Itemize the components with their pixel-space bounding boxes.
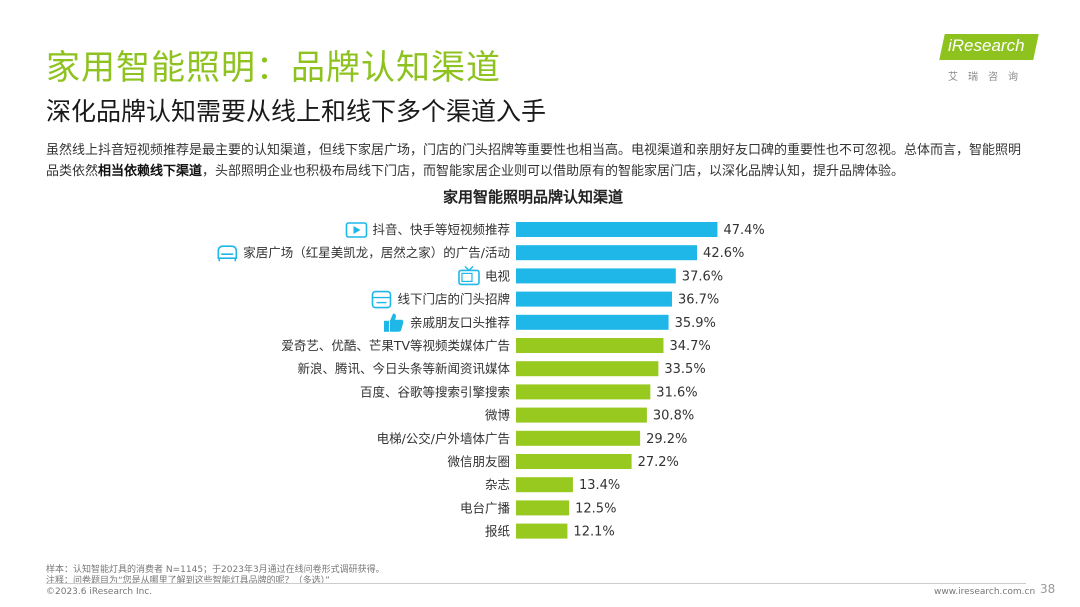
- bar-3: [516, 268, 676, 284]
- value-label: 29.2%: [646, 432, 687, 447]
- category-label: 电梯/公交/户外墙体广告: [377, 431, 510, 446]
- bar-1: [516, 222, 718, 237]
- logo-subtext: 艾瑞咨询: [948, 72, 1028, 83]
- value-label: 33.5%: [664, 362, 705, 377]
- bar-13: [516, 500, 570, 516]
- value-label: 27.2%: [638, 455, 679, 470]
- value-label: 42.6%: [703, 246, 744, 261]
- category-label: 抖音、快手等短视频推荐: [372, 222, 510, 237]
- value-label: 34.7%: [669, 339, 710, 354]
- footer-divider: [46, 583, 1026, 584]
- category-label: 杂志: [485, 477, 510, 492]
- bar-4: [516, 291, 672, 307]
- bar-10: [516, 430, 641, 446]
- bar-7: [516, 361, 659, 377]
- page-subtitle: 深化品牌认知需要从线上和线下多个渠道入手: [46, 97, 547, 126]
- bar-14: [516, 523, 568, 539]
- category-label: 微信朋友圈: [447, 454, 510, 469]
- value-label: 13.4%: [579, 478, 620, 493]
- value-label: 12.5%: [575, 501, 616, 516]
- value-label: 37.6%: [682, 269, 723, 284]
- category-label: 家居广场（红星美凯龙，居然之家）的广告/活动: [243, 245, 510, 260]
- value-label: 36.7%: [678, 293, 719, 308]
- bar-6: [516, 338, 664, 353]
- category-label: 微博: [485, 408, 511, 423]
- category-label: 电视: [485, 268, 511, 283]
- bar-8: [516, 384, 651, 400]
- summary-part-2: ，头部照明企业也积极布局线下门店，而智能家居企业则可以借助原有的智能家居门店，以…: [202, 164, 905, 179]
- value-label: 35.9%: [675, 316, 716, 331]
- page-number: 38: [1040, 582, 1056, 596]
- sofa-icon: [217, 245, 238, 262]
- value-label: 31.6%: [656, 385, 697, 400]
- thumbs-up-icon: [383, 313, 404, 332]
- value-label: 47.4%: [723, 223, 764, 238]
- logo-text: iResearch: [948, 36, 1025, 55]
- iresearch-logo: iResearch 艾瑞咨询: [938, 32, 1039, 83]
- bar-5: [516, 314, 669, 330]
- bar-9: [516, 407, 647, 423]
- page-title: 家用智能照明：品牌认知渠道: [46, 48, 501, 88]
- category-label: 电台广播: [460, 500, 511, 515]
- summary-part-1: 虽然线上抖音短视频推荐是最主要的认知渠道，但线下家居广场，门店的门头招牌等重要性…: [46, 143, 1022, 179]
- category-label: 亲戚朋友口头推荐: [410, 315, 510, 330]
- footer-sample: 样本：认知智能灯具的消费者 N=1145；于2023年3月通过在线问卷形式调研获…: [46, 565, 385, 575]
- category-label: 爱奇艺、优酷、芒果TV等视频类媒体广告: [281, 338, 510, 353]
- bar-12: [516, 477, 573, 493]
- summary-paragraph: 虽然线上抖音短视频推荐是最主要的认知渠道，但线下家居广场，门店的门头招牌等重要性…: [46, 140, 1026, 182]
- value-label: 12.1%: [573, 525, 614, 540]
- footer-note: 注释：问卷题目为“您是从哪里了解到这些智能灯具品牌的呢？（多选）”: [46, 576, 330, 586]
- bar-11: [516, 454, 632, 469]
- category-label: 百度、谷歌等搜索引擎搜索: [360, 384, 510, 399]
- category-label: 报纸: [485, 524, 511, 539]
- chart-title: 家用智能照明品牌认知渠道: [443, 188, 623, 206]
- bar-chart: 家用智能照明品牌认知渠道 抖音、快手等短视频推荐 47.4% 家居广场（红星美凯龙，…: [217, 188, 765, 540]
- value-label: 30.8%: [653, 409, 694, 424]
- shop-sign-icon: [371, 290, 392, 309]
- tv-icon: [458, 265, 480, 286]
- category-label: 新浪、腾讯、今日头条等新闻资讯媒体: [297, 361, 510, 376]
- bar-2: [516, 245, 698, 261]
- footer-copyright: ©2023.6 iResearch Inc.: [46, 587, 153, 597]
- category-label: 线下门店的门头招牌: [397, 292, 510, 307]
- video-play-icon: [345, 222, 368, 238]
- footer-url: www.iresearch.com.cn: [934, 587, 1036, 597]
- summary-bold: 相当依赖线下渠道: [98, 164, 203, 179]
